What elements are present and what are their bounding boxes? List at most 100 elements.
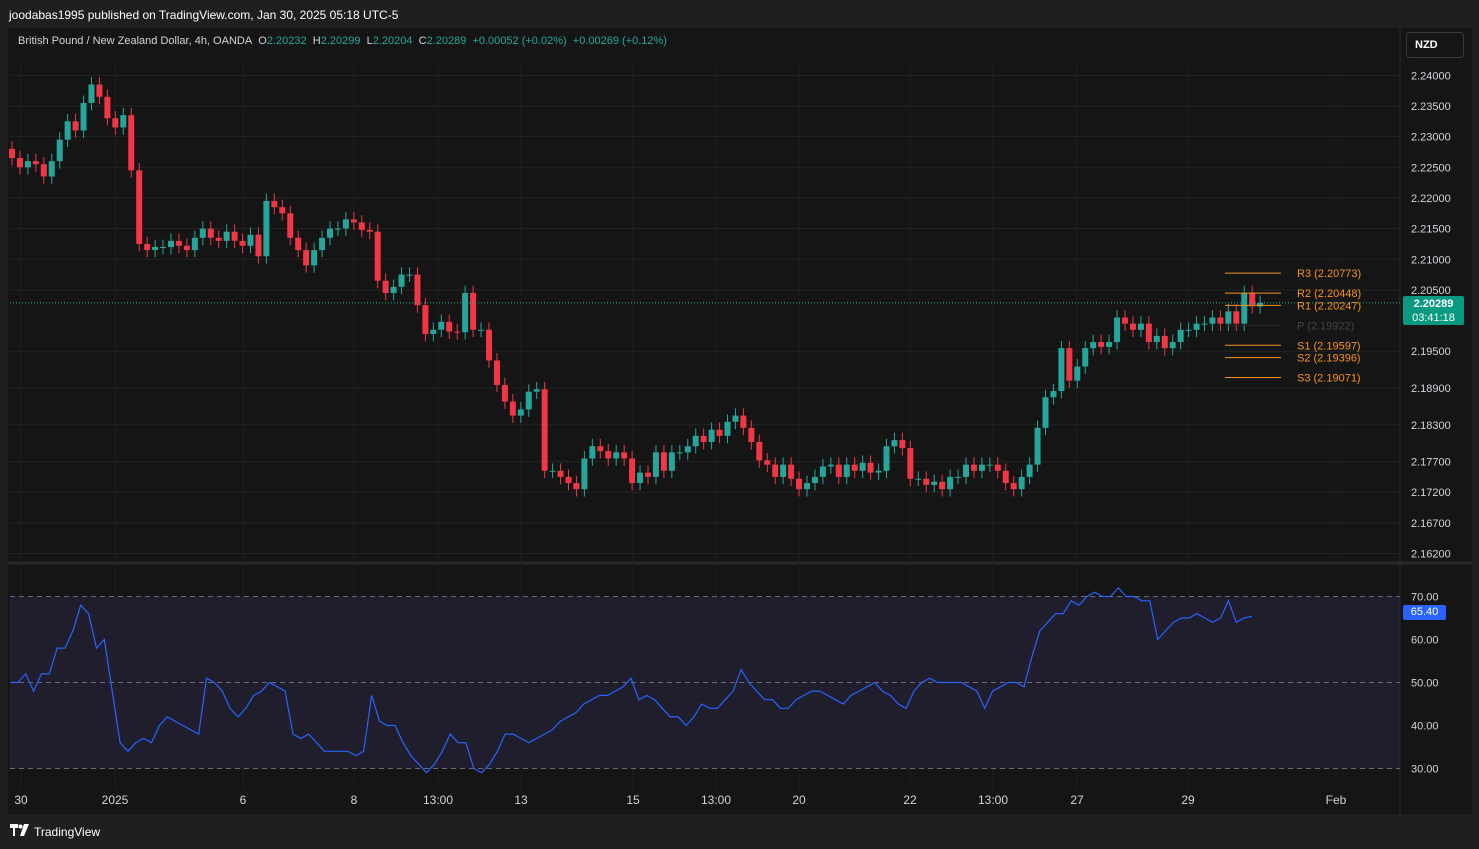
price-tick-label: 2.21000	[1411, 254, 1451, 266]
last-price-tag: 2.20289 03:41:18	[1403, 296, 1464, 325]
pivot-label-r1: R1 (2.20247)	[1297, 300, 1361, 312]
candle-body	[32, 161, 39, 165]
rsi-tick-label: 70.00	[1411, 592, 1439, 604]
candle-body	[1129, 323, 1136, 330]
candle-body	[438, 321, 445, 330]
candle-body	[1058, 348, 1065, 392]
candle-body	[56, 139, 63, 162]
time-tick-label: 13:00	[423, 793, 453, 807]
candle-body	[899, 440, 906, 449]
candle-body	[1153, 335, 1160, 343]
candle-body	[788, 464, 795, 479]
candle-body	[1090, 342, 1097, 349]
high-label: H	[312, 35, 321, 47]
tradingview-logo[interactable]: TradingView	[10, 824, 100, 839]
candle-body	[764, 460, 771, 465]
time-tick-label: 13:00	[701, 793, 731, 807]
candle-body	[517, 409, 524, 416]
candle-body	[40, 164, 47, 177]
last-price-value: 2.20289	[1413, 298, 1454, 310]
candle-body	[295, 237, 302, 251]
price-tick-label: 2.22000	[1411, 193, 1451, 205]
time-tick-label: 8	[351, 793, 358, 807]
candle-body	[183, 245, 190, 251]
candle-body	[835, 464, 842, 477]
open-value: 2.20232	[266, 35, 307, 47]
candle-body	[724, 421, 731, 436]
candle-body	[223, 231, 230, 241]
rsi-value-tag: 65.40	[1403, 605, 1446, 620]
candle-body	[1241, 292, 1248, 324]
candle-body	[549, 470, 556, 472]
time-tick-label: 30	[14, 793, 28, 807]
candle-body	[859, 462, 866, 471]
candle-body	[867, 462, 874, 473]
candle-body	[128, 115, 135, 171]
candle-body	[144, 243, 151, 251]
candle-body	[120, 115, 127, 128]
candle-body	[1018, 476, 1025, 490]
candle-body	[509, 401, 516, 416]
candle-body	[700, 435, 707, 442]
candle-body	[732, 415, 739, 422]
candle-body	[414, 274, 421, 306]
candle-body	[96, 84, 103, 97]
candle-body	[891, 440, 898, 447]
candle-body	[525, 391, 532, 410]
candle-body	[692, 435, 699, 447]
rsi-tick-label: 60.00	[1411, 635, 1439, 647]
candle-body	[645, 472, 651, 477]
candle-body	[1233, 311, 1240, 324]
candle-body	[1106, 342, 1113, 347]
candle-body	[716, 429, 723, 436]
close-value: 2.20289	[426, 35, 467, 47]
candle-body	[1169, 342, 1176, 349]
rsi-tick-label: 30.00	[1411, 764, 1439, 776]
candle-body	[390, 286, 397, 293]
candle-body	[24, 161, 31, 168]
candle-body	[358, 222, 365, 230]
time-tick-label: 13	[514, 793, 528, 807]
candle-body	[1122, 317, 1128, 324]
candle-body	[1042, 397, 1049, 428]
price-tick-label: 2.18900	[1411, 383, 1451, 395]
candle-body	[374, 231, 381, 281]
candle-body	[104, 96, 111, 119]
candle-body	[1201, 323, 1208, 325]
candle-body	[581, 458, 588, 490]
candle-body	[804, 483, 810, 490]
candle-body	[796, 478, 803, 490]
price-tick-label: 2.16200	[1411, 549, 1451, 561]
candle-body	[1225, 311, 1232, 324]
symbol-label: British Pound / New Zealand Dollar, 4h, …	[18, 35, 253, 47]
candle-body	[168, 240, 174, 247]
candle-body	[327, 228, 333, 238]
candle-body	[247, 234, 254, 246]
low-label: L	[366, 35, 373, 47]
price-tick-label: 2.20500	[1411, 285, 1451, 297]
candle-body	[676, 452, 683, 454]
candle-body	[303, 250, 310, 266]
candle-body	[947, 476, 954, 490]
candle-body	[1137, 323, 1144, 330]
candle-body	[470, 292, 477, 330]
currency-button[interactable]: NZD	[1406, 32, 1464, 58]
candle-body	[1066, 348, 1073, 381]
candle-body	[613, 452, 620, 459]
candle-body	[955, 476, 962, 478]
candle-body	[215, 237, 222, 241]
candle-body	[382, 280, 389, 293]
candle-body	[1177, 329, 1184, 343]
price-tick-label: 2.21500	[1411, 224, 1451, 236]
pivot-label-s3: S3 (2.19071)	[1297, 373, 1361, 385]
candle-body	[541, 389, 548, 471]
candle-body	[199, 228, 206, 238]
candle-body	[398, 274, 405, 287]
candle-body	[843, 464, 850, 477]
candle-body	[931, 481, 938, 485]
candle-body	[1145, 323, 1152, 343]
candle-body	[1114, 317, 1121, 343]
price-tick-label: 2.19500	[1411, 346, 1451, 358]
candle-body	[684, 446, 691, 453]
